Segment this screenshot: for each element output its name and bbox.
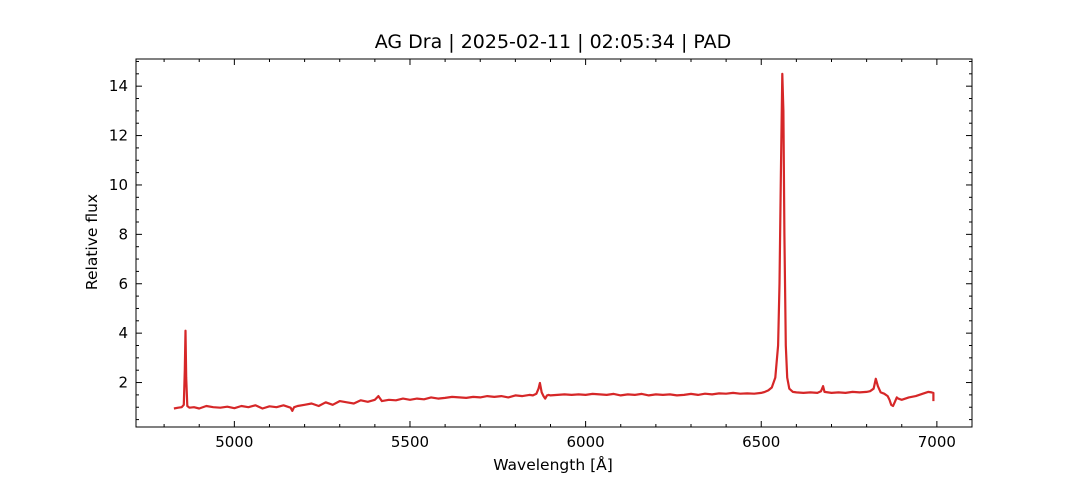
x-axis-label: Wavelength [Å] bbox=[493, 455, 613, 474]
x-tick-label: 5000 bbox=[215, 433, 253, 451]
y-tick-label: 12 bbox=[109, 127, 128, 145]
y-tick-label: 2 bbox=[118, 374, 128, 392]
plot-area bbox=[173, 72, 935, 412]
y-axis: 2 4 6 8 10 12 14 bbox=[109, 60, 972, 421]
spectrum-line bbox=[173, 72, 935, 412]
y-tick-label: 8 bbox=[118, 225, 128, 243]
y-tick-label: 10 bbox=[109, 176, 128, 194]
y-tick-label: 4 bbox=[118, 324, 128, 342]
y-axis-label: Relative flux bbox=[83, 194, 101, 290]
x-tick-label: 7000 bbox=[918, 433, 956, 451]
y-tick-label: 6 bbox=[118, 275, 128, 293]
x-axis: 5000 5500 6000 6500 7000 bbox=[163, 59, 973, 451]
y-tick-label: 14 bbox=[109, 77, 128, 95]
x-tick-label: 6000 bbox=[567, 433, 605, 451]
plot-frame bbox=[135, 58, 973, 428]
chart-title: AG Dra | 2025-02-11 | 02:05:34 | PAD bbox=[375, 31, 732, 53]
x-tick-label: 5500 bbox=[391, 433, 429, 451]
x-tick-label: 6500 bbox=[742, 433, 780, 451]
